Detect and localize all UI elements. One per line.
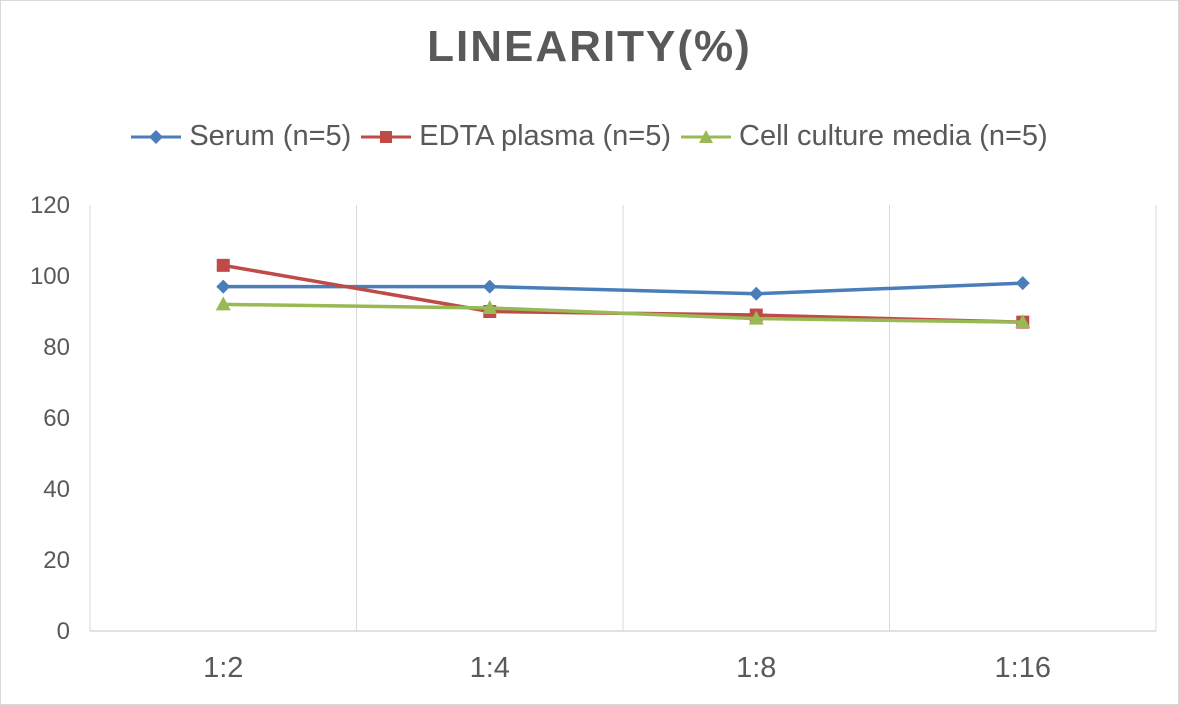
y-tick-label: 120	[30, 192, 70, 219]
data-point-edta-plasma-n-5	[216, 258, 230, 272]
chart-title: LINEARITY(%)	[427, 22, 752, 71]
y-tick-label: 0	[57, 618, 70, 645]
data-point-cell-culture-media-n-5	[215, 296, 231, 311]
legend-marker-edta-plasma	[361, 130, 412, 143]
legend-label-edta-plasma: EDTA plasma (n=5)	[419, 120, 671, 152]
data-point-serum-n-5	[482, 279, 497, 294]
y-tick-label: 80	[43, 334, 70, 361]
legend-label-cell-culture-media: Cell culture media (n=5)	[739, 120, 1048, 152]
data-point-cell-culture-media-n-5	[482, 299, 498, 314]
legend-item-edta-plasma: EDTA plasma (n=5)	[361, 120, 671, 153]
legend-item-serum: Serum (n=5)	[131, 120, 351, 153]
legend-marker-serum	[131, 129, 182, 144]
x-tick-label: 1:4	[470, 652, 510, 684]
y-tick-label: 60	[43, 405, 70, 432]
chart-legend: Serum (n=5) EDTA plasma (n=5) Cell cultu…	[0, 120, 1179, 153]
y-tick-label: 100	[30, 263, 70, 290]
x-tick-label: 1:8	[736, 652, 776, 684]
legend-item-cell-culture-media: Cell culture media (n=5)	[681, 120, 1048, 153]
x-tick-label: 1:2	[203, 652, 243, 684]
y-tick-label: 40	[43, 476, 70, 503]
data-point-serum-n-5	[749, 286, 764, 301]
legend-label-serum: Serum (n=5)	[189, 120, 352, 152]
data-point-cell-culture-media-n-5	[1015, 314, 1031, 329]
data-point-cell-culture-media-n-5	[748, 310, 764, 325]
data-point-serum-n-5	[216, 279, 231, 294]
x-tick-label: 1:16	[995, 652, 1051, 684]
data-point-serum-n-5	[1015, 276, 1030, 291]
legend-marker-cell-culture-media	[681, 129, 731, 143]
series-line-cell-culture-media-n-5	[223, 302, 1023, 324]
y-tick-label: 20	[43, 547, 70, 574]
